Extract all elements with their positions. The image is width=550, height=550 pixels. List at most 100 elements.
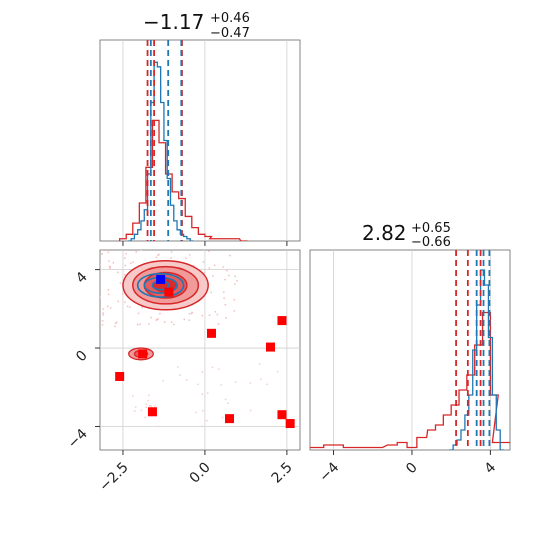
sample-point	[115, 321, 118, 324]
histograms	[310, 269, 510, 450]
histogram-blue	[449, 269, 505, 450]
sample-point	[217, 323, 220, 325]
sample-point	[224, 398, 227, 401]
histogram-red	[310, 311, 510, 449]
sample-point	[125, 252, 128, 255]
sample-point	[109, 307, 112, 309]
red-marker-9	[285, 419, 295, 429]
sample-point	[140, 409, 143, 412]
y-tick-label-0: −4	[65, 426, 91, 452]
red-marker-7	[277, 316, 287, 326]
sample-point	[188, 253, 191, 256]
x-tick-label-1: 0.0	[187, 460, 214, 487]
sample-point	[170, 257, 173, 259]
sample-point	[116, 271, 119, 274]
sample-point	[160, 244, 162, 246]
sample-point	[208, 267, 211, 270]
sample-point	[158, 246, 160, 248]
markers	[115, 274, 295, 429]
sample-point	[101, 323, 104, 326]
sample-point	[205, 419, 208, 422]
sample-point	[157, 425, 159, 428]
sample-point	[202, 250, 205, 252]
sample-point	[231, 246, 233, 248]
sample-point	[97, 295, 99, 297]
sample-point	[144, 416, 147, 419]
sample-point	[163, 321, 166, 324]
sample-point	[219, 246, 221, 248]
sample-point	[225, 269, 228, 272]
sample-point	[114, 322, 117, 325]
sample-point	[222, 291, 225, 294]
sample-point	[195, 411, 197, 414]
sample-point	[107, 288, 110, 291]
sample-point	[123, 301, 126, 303]
title-median: 2.82	[362, 221, 407, 245]
sample-point	[222, 266, 225, 268]
x-tick-label-0: −2.5	[96, 460, 131, 495]
sample-point	[124, 264, 127, 267]
sample-point	[150, 405, 153, 407]
sample-point	[119, 282, 122, 284]
sample-point	[147, 399, 150, 402]
sample-point	[145, 403, 148, 406]
sample-point	[150, 316, 152, 319]
sample-point	[132, 261, 134, 264]
red-marker-2	[147, 407, 157, 417]
sample-point	[91, 263, 93, 265]
title-minus: −0.66	[411, 235, 451, 250]
sample-point	[202, 261, 205, 263]
sample-point	[155, 256, 158, 259]
sample-point	[107, 251, 110, 254]
sample-point	[170, 321, 173, 324]
sample-point	[249, 409, 252, 412]
sample-point	[101, 250, 104, 252]
sample-point	[162, 379, 165, 382]
sample-point	[159, 312, 161, 315]
sample-point	[106, 305, 109, 308]
sample-point	[148, 394, 150, 397]
sample-point	[147, 248, 149, 250]
histogram-panel-param-1: −1.17 +0.46 −0.47	[99, 10, 301, 246]
sample-point	[142, 245, 144, 247]
x-tick-label-1: 0	[403, 460, 421, 478]
title-plus: +0.46	[210, 11, 250, 26]
sample-point	[213, 264, 216, 267]
sample-point	[234, 275, 237, 278]
sample-point	[155, 318, 158, 321]
y-tick-label-1: 0	[73, 348, 91, 366]
sample-point	[223, 297, 226, 300]
sample-point	[129, 306, 131, 308]
sample-point	[172, 323, 175, 326]
sample-point	[185, 257, 187, 260]
sample-point	[94, 276, 96, 278]
title-median: −1.17	[143, 10, 204, 34]
sample-point	[208, 250, 210, 253]
scatter-panel: −2.5 0.0 2.5 −4 0 4	[65, 244, 301, 495]
sample-point	[117, 300, 120, 303]
sample-point	[108, 260, 110, 263]
sample-point	[221, 416, 224, 419]
quantile-lines	[146, 40, 183, 241]
sample-point	[224, 303, 227, 306]
sample-point	[233, 309, 236, 312]
sample-point	[100, 264, 101, 266]
blue-marker	[156, 274, 166, 284]
x-tick-labels: −2.5 0.0 2.5	[96, 450, 296, 495]
sample-point	[100, 296, 101, 299]
red-marker-4	[206, 328, 216, 338]
title-minus: −0.47	[210, 26, 250, 41]
sample-point	[107, 293, 110, 296]
sample-point	[123, 257, 126, 259]
quantile-lines	[455, 250, 491, 450]
sample-point	[129, 247, 131, 249]
sample-point	[233, 298, 236, 301]
sample-point	[135, 250, 138, 253]
sample-point	[148, 404, 151, 407]
red-marker-3	[164, 287, 174, 297]
sample-point	[130, 262, 132, 265]
sample-point	[201, 425, 203, 428]
title-param-1: −1.17 +0.46 −0.47	[143, 10, 250, 41]
sample-point	[112, 261, 115, 264]
sample-point	[157, 254, 159, 257]
